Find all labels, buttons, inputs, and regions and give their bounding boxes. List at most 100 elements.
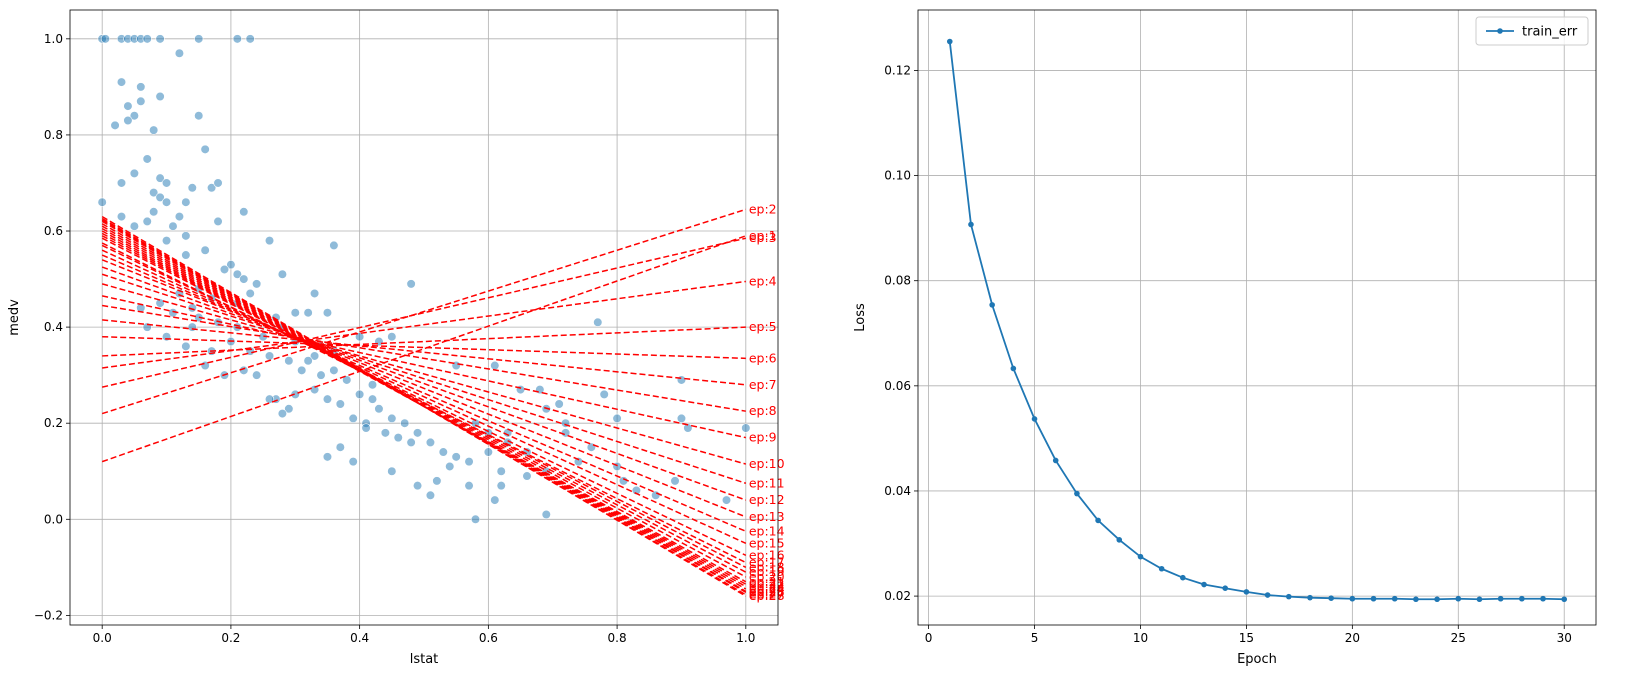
regression-line-label: ep:25 xyxy=(749,583,785,598)
scatter-point xyxy=(142,154,152,164)
loss-point xyxy=(1010,365,1017,372)
loss-point xyxy=(1561,596,1568,603)
scatter-point xyxy=(136,82,146,92)
regression-line xyxy=(101,273,747,484)
scatter-point xyxy=(252,279,262,289)
scatter-point xyxy=(342,375,352,385)
loss-point xyxy=(1243,589,1250,595)
scatter-point xyxy=(123,101,133,111)
loss-point xyxy=(1264,592,1271,598)
scatter-point xyxy=(425,437,436,448)
scatter-point xyxy=(161,178,172,188)
scatter-point xyxy=(541,509,551,520)
scatter-point xyxy=(387,413,397,423)
x-tick-label: 0.8 xyxy=(608,631,627,645)
scatter-point xyxy=(161,197,172,207)
regression-line xyxy=(102,326,746,357)
scatter-point xyxy=(264,394,275,404)
scatter-point xyxy=(149,207,159,217)
legend-box xyxy=(1475,16,1589,46)
scatter-point xyxy=(631,485,642,496)
x-tick-label: 0.4 xyxy=(350,631,369,645)
y-tick-label: 0.04 xyxy=(884,484,911,498)
regression-line-label: ep:3 xyxy=(749,230,777,245)
scatter-points xyxy=(97,34,751,524)
regression-line xyxy=(101,225,747,588)
loss-point xyxy=(1497,595,1504,602)
scatter-point xyxy=(322,452,333,462)
scatter-point xyxy=(129,221,139,231)
loss-point xyxy=(989,302,995,308)
scatter-point xyxy=(309,384,320,395)
loss-point xyxy=(1095,517,1101,524)
scatter-point xyxy=(651,490,661,500)
scatter-point xyxy=(612,413,622,423)
scatter-point xyxy=(264,236,275,246)
loss-point xyxy=(968,221,974,228)
scatter-point xyxy=(239,365,249,375)
scatter-point xyxy=(387,466,397,476)
scatter-point xyxy=(200,144,210,154)
y-tick-label: 0.02 xyxy=(884,589,911,603)
scatter-point xyxy=(149,125,159,135)
loss-point xyxy=(1455,595,1462,602)
regression-line-label: ep:8 xyxy=(749,403,777,418)
scatter-point xyxy=(239,274,249,284)
scatter-point xyxy=(194,34,204,44)
y-axis-label: Loss xyxy=(853,303,868,332)
scatter-point xyxy=(303,308,313,318)
loss-curve-chart: 0 5 10 15 20 25 30 0.02 0.04 0.06 0.08 0.10 0.12 Epoc… xyxy=(853,9,1597,667)
regression-line-label: ep:15 xyxy=(749,535,785,550)
scatter-point xyxy=(277,408,288,419)
regression-line-labels: ep:1 ep:2 ep:3 ep:4 ep:5 ep:6 ep:7 ep:8 ep:9 ep:1… xyxy=(749,201,785,603)
scatter-point xyxy=(194,111,204,121)
x-tick-label: 25 xyxy=(1451,631,1466,645)
scatter-point xyxy=(116,178,127,188)
scatter-point xyxy=(496,466,506,476)
scatter-point xyxy=(721,495,732,505)
y-tick-label: 0.8 xyxy=(44,128,63,142)
scatter-point xyxy=(464,481,474,491)
regression-line-label: ep:26 xyxy=(749,584,785,599)
scatter-point xyxy=(348,457,358,467)
y-tick-label: 0.10 xyxy=(884,169,911,183)
scatter-point xyxy=(155,173,165,183)
x-axis-label: lstat xyxy=(410,652,439,667)
loss-point xyxy=(1180,574,1186,581)
loss-point xyxy=(1413,596,1419,603)
scatter-point xyxy=(515,384,526,395)
loss-point xyxy=(1328,595,1334,601)
regression-scatter-chart: 0.0 0.2 0.4 0.6 0.8 1.0 −0.2 0.0 0.2 0.4 0.6 0.8 1.0… xyxy=(7,9,785,667)
regression-line-label: ep:21 xyxy=(749,574,785,589)
scatter-point xyxy=(168,221,178,231)
regression-line-label: ep:23 xyxy=(749,579,785,594)
scatter-point xyxy=(136,96,146,106)
regression-line-label: ep:18 xyxy=(749,559,785,574)
scatter-point xyxy=(380,428,390,438)
regression-line xyxy=(101,249,747,545)
regression-line xyxy=(101,235,747,463)
scatter-point xyxy=(264,351,275,361)
scatter-point xyxy=(438,447,448,457)
axes-frame xyxy=(69,9,779,626)
regression-line xyxy=(101,208,747,415)
scatter-point xyxy=(496,481,506,491)
scatter-point xyxy=(412,481,423,491)
scatter-point xyxy=(232,34,242,44)
y-tick-label: 0.12 xyxy=(884,63,911,77)
scatter-point xyxy=(303,356,313,366)
scatter-point xyxy=(245,288,255,299)
regression-line xyxy=(101,237,747,569)
scatter-point xyxy=(181,250,191,260)
scatter-point xyxy=(187,322,197,332)
y-axis-label: medv xyxy=(7,299,22,336)
scatter-point xyxy=(412,428,423,438)
loss-point xyxy=(1201,581,1207,588)
regression-line xyxy=(101,235,747,573)
scatter-point xyxy=(374,336,384,347)
scatter-point xyxy=(451,452,461,462)
scatter-point xyxy=(406,279,416,289)
scatter-point xyxy=(432,476,442,486)
scatter-point xyxy=(174,212,185,222)
regression-line xyxy=(101,259,747,518)
